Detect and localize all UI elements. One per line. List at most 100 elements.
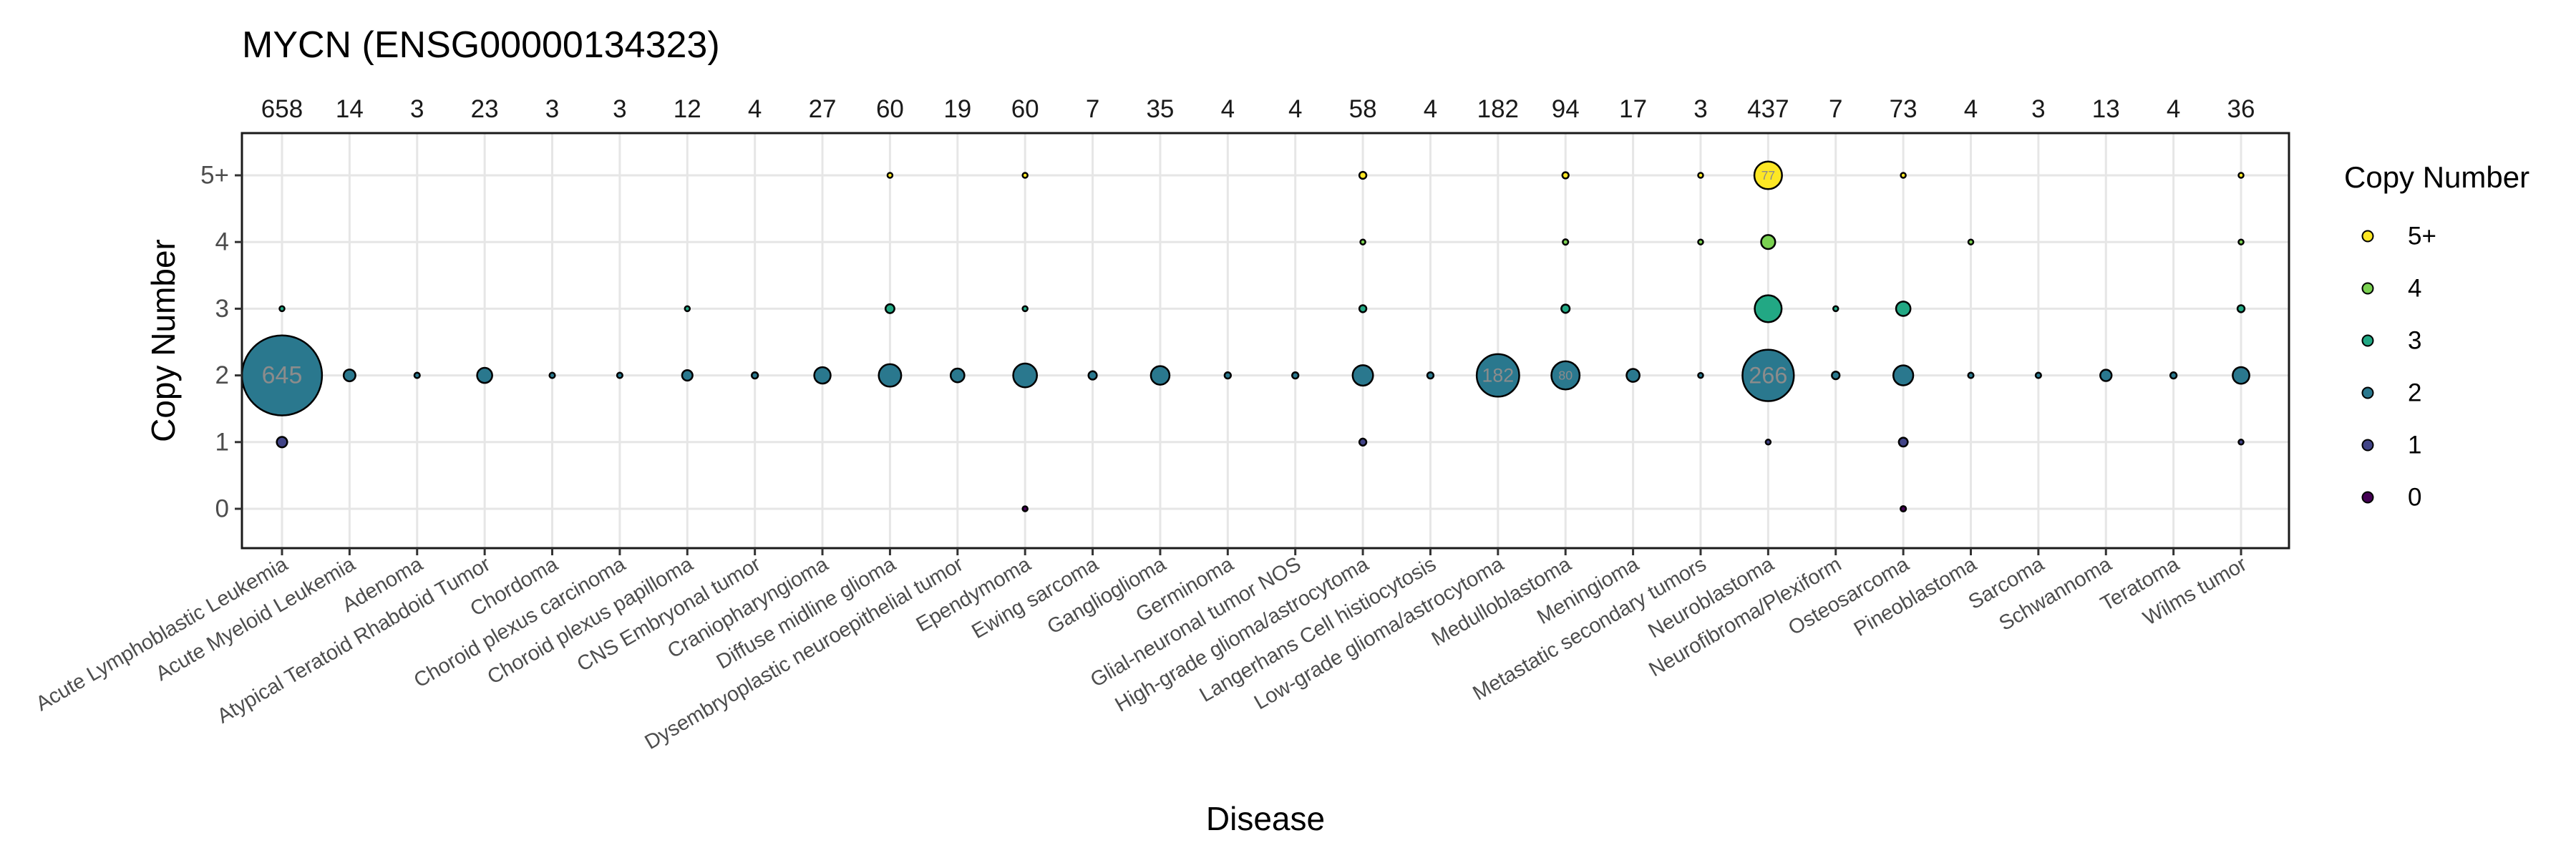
y-axis-ticks: 0 1 2 3 4 5+ xyxy=(200,162,242,523)
bubble xyxy=(1831,370,1841,381)
sample-totals: 658 14 3 23 3 3 12 4 27 60 19 60 7 35 4 4 58 4 182 94 17 3 437… xyxy=(261,95,2255,123)
bubble xyxy=(878,363,903,388)
bubble xyxy=(1358,437,1368,447)
sample-total-label: 3 xyxy=(1693,95,1707,123)
sample-total-label: 437 xyxy=(1747,95,1789,123)
bubble xyxy=(751,371,759,380)
y-axis-title: Copy Number xyxy=(145,239,182,442)
bubble xyxy=(1625,368,1641,383)
y-tick-label: 0 xyxy=(215,495,229,523)
sample-total-label: 60 xyxy=(1011,95,1039,123)
bubble xyxy=(1021,305,1029,313)
y-tick-label: 3 xyxy=(215,295,229,323)
bubble xyxy=(2232,366,2250,385)
legend-label: 0 xyxy=(2408,484,2421,512)
sample-total-label: 4 xyxy=(1288,95,1302,123)
legend-swatch xyxy=(2361,439,2374,452)
y-tick-label: 5+ xyxy=(200,162,229,190)
legend-swatch xyxy=(2361,334,2374,347)
sample-total-label: 94 xyxy=(1552,95,1580,123)
sample-total-label: 4 xyxy=(1221,95,1235,123)
sample-total-label: 7 xyxy=(1086,95,1099,123)
sample-total-label: 14 xyxy=(336,95,364,123)
sample-total-label: 4 xyxy=(1424,95,1437,123)
plot-panel: 645 182 80 77 266 xyxy=(240,132,2290,550)
y-tick-label: 1 xyxy=(215,428,229,456)
grid-lines xyxy=(242,133,2289,548)
plot-border xyxy=(240,132,2290,550)
sample-total-label: 7 xyxy=(1829,95,1842,123)
bubble xyxy=(1697,238,1704,245)
bubble xyxy=(2237,238,2245,245)
bubble xyxy=(1764,439,1772,446)
sample-total-label: 3 xyxy=(613,95,626,123)
bubble xyxy=(886,172,894,179)
bubble xyxy=(1150,365,1171,386)
legend: Copy Number 5+ 4 3 2 1 0 xyxy=(2344,160,2529,512)
bubble xyxy=(1021,172,1029,179)
bubble xyxy=(1223,371,1232,380)
bubble xyxy=(949,367,966,384)
bubble xyxy=(276,436,288,449)
bubble xyxy=(2237,439,2245,446)
sample-total-label: 17 xyxy=(1619,95,1647,123)
legend-label: 3 xyxy=(2408,327,2421,355)
bubble xyxy=(1475,353,1520,398)
y-tick-label: 4 xyxy=(215,228,229,256)
sample-total-label: 36 xyxy=(2227,95,2255,123)
sample-total-label: 4 xyxy=(748,95,762,123)
bubble xyxy=(1897,437,1909,448)
bubble xyxy=(2169,371,2178,380)
legend-swatch xyxy=(2361,282,2374,295)
bubble xyxy=(1359,238,1366,245)
bubble xyxy=(342,369,356,383)
bubble xyxy=(1021,505,1029,512)
bubble xyxy=(2099,369,2113,382)
legend-swatch xyxy=(2361,491,2374,504)
bubble-count-label: 266 xyxy=(1749,363,1787,389)
bubble xyxy=(1426,371,1435,380)
sample-total-label: 27 xyxy=(809,95,837,123)
bubble xyxy=(1012,362,1039,389)
legend-label: 1 xyxy=(2408,432,2421,459)
sample-total-label: 60 xyxy=(876,95,904,123)
sample-total-label: 19 xyxy=(943,95,971,123)
bubble xyxy=(2237,172,2245,179)
legend-label: 2 xyxy=(2408,379,2421,407)
bubble xyxy=(476,366,493,384)
bubble xyxy=(1562,238,1570,246)
sample-total-label: 3 xyxy=(545,95,559,123)
bubble xyxy=(813,366,832,385)
sample-total-label: 4 xyxy=(1964,95,1978,123)
chart-title: MYCN (ENSG00000134323) xyxy=(242,24,720,66)
sample-total-label: 658 xyxy=(261,95,303,123)
data-points: 645 182 80 77 266 xyxy=(240,160,2250,513)
sample-total-label: 3 xyxy=(2031,95,2045,123)
bubble xyxy=(1753,160,1783,190)
sample-total-label: 182 xyxy=(1477,95,1519,123)
bubble-count-label: 645 xyxy=(262,362,303,389)
sample-total-label: 3 xyxy=(410,95,424,123)
bubble xyxy=(684,305,691,313)
bubble xyxy=(1358,304,1368,313)
bubble-count-label: 182 xyxy=(1482,365,1515,386)
sample-total-label: 13 xyxy=(2092,95,2120,123)
bubble xyxy=(548,371,556,379)
y-tick-label: 2 xyxy=(215,361,229,389)
bubble xyxy=(2236,304,2246,313)
bubble xyxy=(681,369,694,382)
bubble xyxy=(1900,504,1907,513)
bubble xyxy=(1895,301,1912,317)
x-tick-label: Schwannoma xyxy=(1996,552,2116,635)
sample-total-label: 12 xyxy=(674,95,701,123)
bubble xyxy=(616,371,623,379)
sample-total-label: 4 xyxy=(2167,95,2180,123)
bubble xyxy=(1560,303,1571,314)
bubble-count-label: 77 xyxy=(1761,168,1775,182)
bubble xyxy=(1967,238,1975,245)
bubble xyxy=(1358,170,1368,180)
sample-total-label: 73 xyxy=(1890,95,1918,123)
bubble xyxy=(1760,234,1777,250)
bubble xyxy=(1754,294,1783,323)
